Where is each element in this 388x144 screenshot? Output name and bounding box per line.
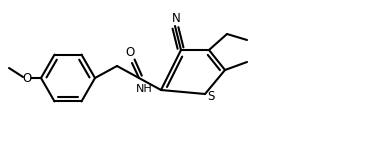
Text: O: O [125, 47, 135, 59]
Text: NH: NH [136, 84, 152, 94]
Text: O: O [23, 72, 32, 85]
Text: S: S [207, 90, 215, 104]
Text: N: N [171, 13, 180, 25]
